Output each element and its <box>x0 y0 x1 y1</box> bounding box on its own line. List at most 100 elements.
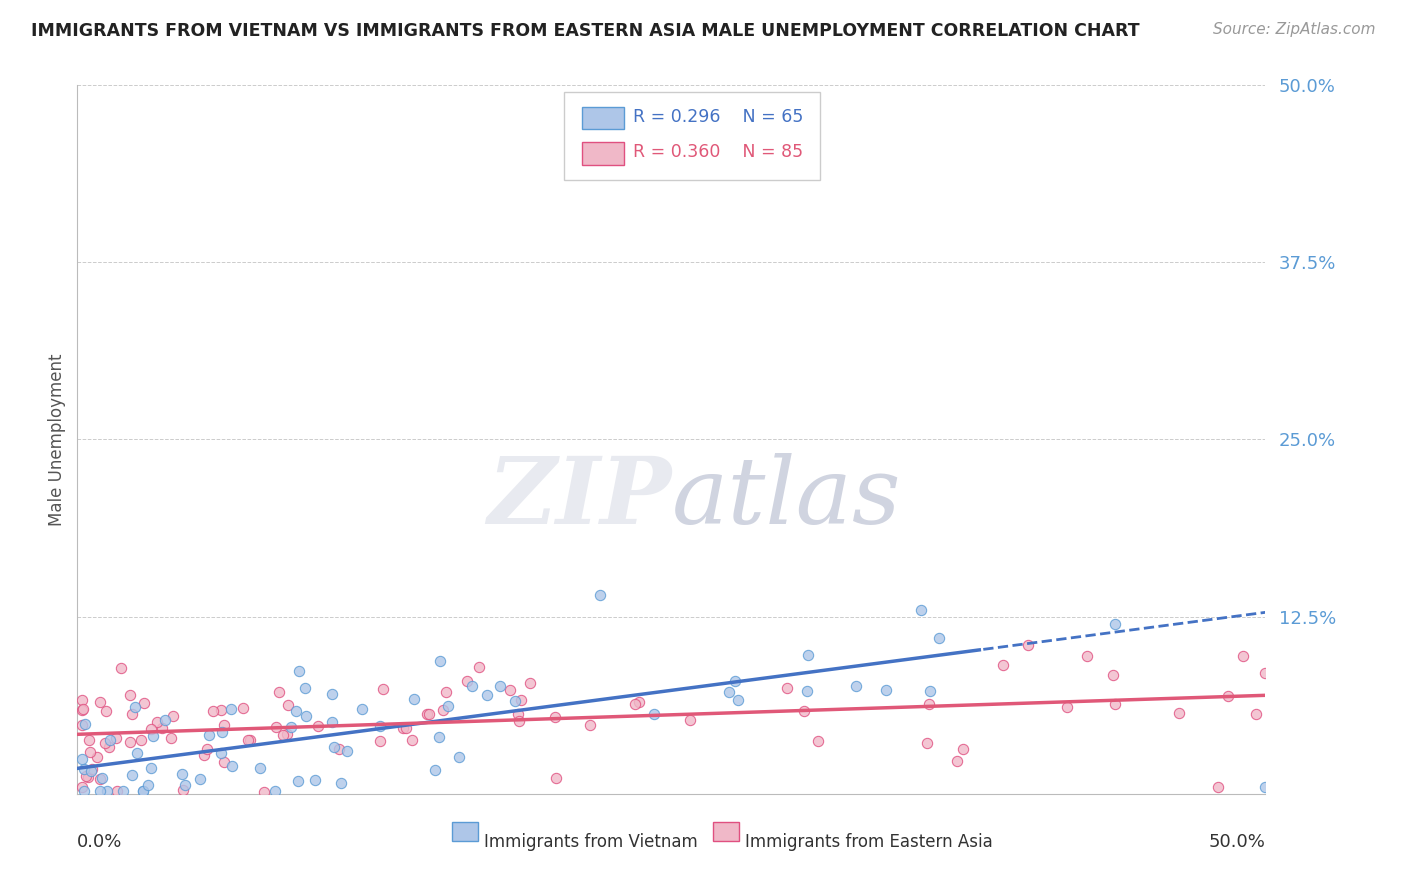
Point <box>499 682 522 697</box>
Point <box>121 768 143 782</box>
Point <box>321 687 343 701</box>
Point <box>436 685 458 699</box>
Point <box>432 703 454 717</box>
Point <box>475 688 498 702</box>
Point <box>288 665 311 679</box>
Point <box>294 709 316 723</box>
Point <box>89 772 111 786</box>
Point <box>124 699 146 714</box>
Point <box>456 674 478 689</box>
Point <box>394 721 416 735</box>
Point <box>330 776 353 790</box>
Point <box>80 764 103 778</box>
Point <box>328 741 350 756</box>
Point <box>427 731 450 745</box>
Bar <box>713 822 740 841</box>
Point <box>139 761 162 775</box>
Point <box>488 679 510 693</box>
Point <box>437 699 460 714</box>
Point <box>1254 780 1277 794</box>
Point <box>76 770 98 784</box>
Point <box>134 696 156 710</box>
Point <box>104 731 127 746</box>
Point <box>98 733 121 747</box>
Point <box>627 695 650 709</box>
Point <box>352 702 374 716</box>
Point <box>875 682 897 697</box>
Point <box>280 720 302 734</box>
Point <box>952 742 974 756</box>
Text: 0.0%: 0.0% <box>77 833 122 851</box>
Point <box>404 692 426 706</box>
Point <box>336 744 359 758</box>
Point <box>111 784 134 798</box>
Point <box>105 784 128 798</box>
Y-axis label: Male Unemployment: Male Unemployment <box>48 353 66 525</box>
Point <box>132 784 155 798</box>
Point <box>221 759 243 773</box>
Point <box>1056 700 1078 714</box>
Point <box>118 735 141 749</box>
Point <box>209 703 232 717</box>
Point <box>146 715 169 730</box>
Bar <box>451 822 478 841</box>
Point <box>80 762 103 776</box>
Point <box>73 784 96 798</box>
Point <box>172 783 194 797</box>
Point <box>793 704 815 718</box>
Point <box>449 750 471 764</box>
Point <box>796 648 818 663</box>
Point <box>214 755 236 769</box>
Point <box>159 731 181 745</box>
Point <box>321 715 343 730</box>
Point <box>202 705 225 719</box>
Point <box>1076 648 1098 663</box>
Point <box>267 685 290 699</box>
Point <box>89 784 111 798</box>
Point <box>776 681 799 695</box>
Point <box>93 736 115 750</box>
Text: Immigrants from Vietnam: Immigrants from Vietnam <box>484 833 697 851</box>
Point <box>368 733 391 747</box>
Point <box>89 695 111 709</box>
Point <box>589 588 612 602</box>
Point <box>624 698 647 712</box>
Point <box>418 706 440 721</box>
Point <box>153 713 176 727</box>
Point <box>1218 689 1240 703</box>
Point <box>1167 706 1189 720</box>
Point <box>86 750 108 764</box>
Point <box>127 747 149 761</box>
Point <box>1206 780 1229 794</box>
Point <box>211 725 233 739</box>
Text: Source: ZipAtlas.com: Source: ZipAtlas.com <box>1212 22 1375 37</box>
Point <box>796 684 818 698</box>
Point <box>727 693 749 707</box>
Point <box>174 778 197 792</box>
Point <box>294 681 316 695</box>
Point <box>807 734 830 748</box>
Point <box>307 719 329 733</box>
Point <box>212 718 235 732</box>
Point <box>110 661 132 675</box>
Point <box>544 771 567 785</box>
Point <box>121 706 143 721</box>
Text: 50.0%: 50.0% <box>1209 833 1265 851</box>
Point <box>77 732 100 747</box>
Point <box>70 702 93 716</box>
Point <box>724 673 747 688</box>
Point <box>429 655 451 669</box>
Point <box>193 748 215 763</box>
Point <box>73 717 96 731</box>
Bar <box>582 142 624 165</box>
Point <box>94 704 117 718</box>
Point <box>579 717 602 731</box>
Point <box>132 784 155 798</box>
Text: atlas: atlas <box>672 453 901 543</box>
Point <box>271 728 294 742</box>
Point <box>1104 617 1126 632</box>
Point <box>1232 649 1254 664</box>
Point <box>509 693 531 707</box>
Point <box>1104 697 1126 711</box>
Point <box>918 684 941 698</box>
